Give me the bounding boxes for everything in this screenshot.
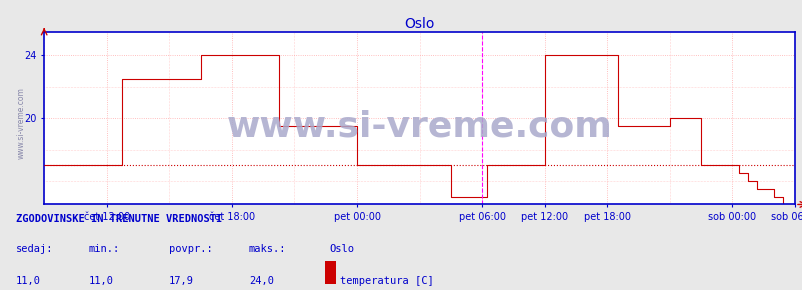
Text: povpr.:: povpr.:	[168, 244, 212, 254]
Text: www.si-vreme.com: www.si-vreme.com	[226, 110, 612, 144]
Title: Oslo: Oslo	[404, 17, 434, 31]
Text: ZGODOVINSKE IN TRENUTNE VREDNOSTI: ZGODOVINSKE IN TRENUTNE VREDNOSTI	[16, 214, 222, 224]
Text: sedaj:: sedaj:	[16, 244, 54, 254]
Text: min.:: min.:	[88, 244, 119, 254]
Text: temperatura [C]: temperatura [C]	[339, 276, 433, 286]
Bar	[325, 261, 335, 284]
Text: maks.:: maks.:	[249, 244, 286, 254]
Text: 17,9: 17,9	[168, 276, 193, 286]
Text: 11,0: 11,0	[88, 276, 113, 286]
Text: 11,0: 11,0	[16, 276, 41, 286]
Text: www.si-vreme.com: www.si-vreme.com	[17, 87, 26, 159]
Text: 24,0: 24,0	[249, 276, 273, 286]
Text: Oslo: Oslo	[329, 244, 354, 254]
